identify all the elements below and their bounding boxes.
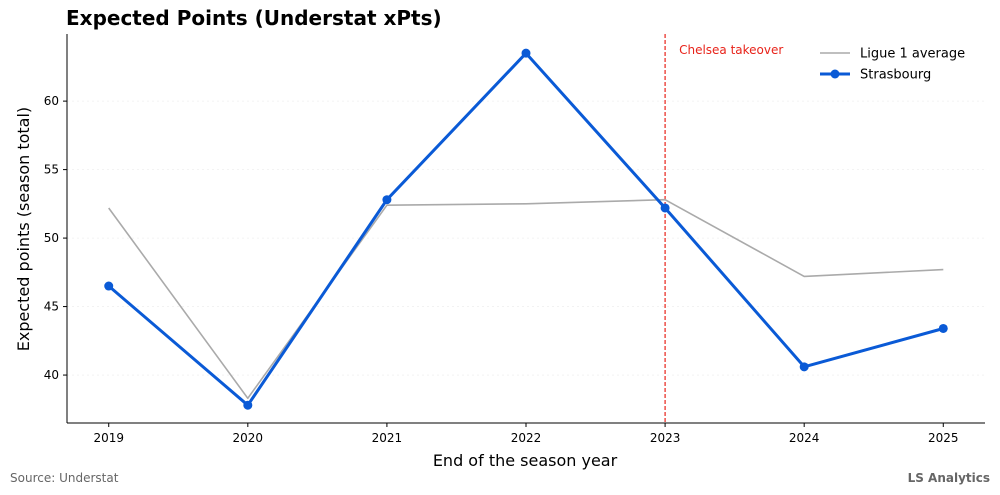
x-tick-label: 2022 <box>511 431 542 445</box>
y-axis-label: Expected points (season total) <box>14 107 33 351</box>
strasbourg-point <box>660 203 670 213</box>
strasbourg-point <box>243 400 253 410</box>
strasbourg-line <box>107 51 944 407</box>
y-tick-label: 45 <box>44 300 59 314</box>
source-note: Source: Understat <box>10 471 119 485</box>
legend: Ligue 1 average Strasbourg <box>820 47 965 83</box>
strasbourg-point <box>382 195 392 205</box>
legend-label-ligue-1-average: Ligue 1 average <box>860 47 965 62</box>
y-tick-label: 55 <box>44 163 59 177</box>
legend-marker-strasbourg <box>830 69 840 79</box>
x-tick-label: 2019 <box>93 431 124 445</box>
x-tick-label: 2020 <box>233 431 264 445</box>
strasbourg-point <box>104 281 114 291</box>
strasbourg-point <box>521 48 531 58</box>
annotation-layer: Chelsea takeover <box>664 34 783 423</box>
takeover-annotation: Chelsea takeover <box>679 43 783 57</box>
x-tick-label: 2021 <box>372 431 403 445</box>
axes <box>63 34 985 427</box>
chart-title: Expected Points (Understat xPts) <box>66 6 442 30</box>
x-tick-label: 2024 <box>789 431 820 445</box>
y-tick-label: 50 <box>44 231 59 245</box>
strasbourg-point <box>938 323 948 333</box>
series-layer <box>104 48 948 410</box>
gridlines <box>67 100 985 376</box>
tick-labels: 40 45 50 55 60 2019 2020 2021 2022 2023 2024 2025 <box>44 94 959 445</box>
y-tick-label: 40 <box>44 368 59 382</box>
x-tick-label: 2025 <box>928 431 959 445</box>
ligue-1-average-line <box>108 198 944 400</box>
x-tick-label: 2023 <box>650 431 681 445</box>
brand-credit: LS Analytics <box>907 471 990 485</box>
legend-label-strasbourg: Strasbourg <box>860 68 931 83</box>
x-axis-label: End of the season year <box>433 451 618 470</box>
strasbourg-point <box>799 362 809 372</box>
y-tick-label: 60 <box>44 94 59 108</box>
